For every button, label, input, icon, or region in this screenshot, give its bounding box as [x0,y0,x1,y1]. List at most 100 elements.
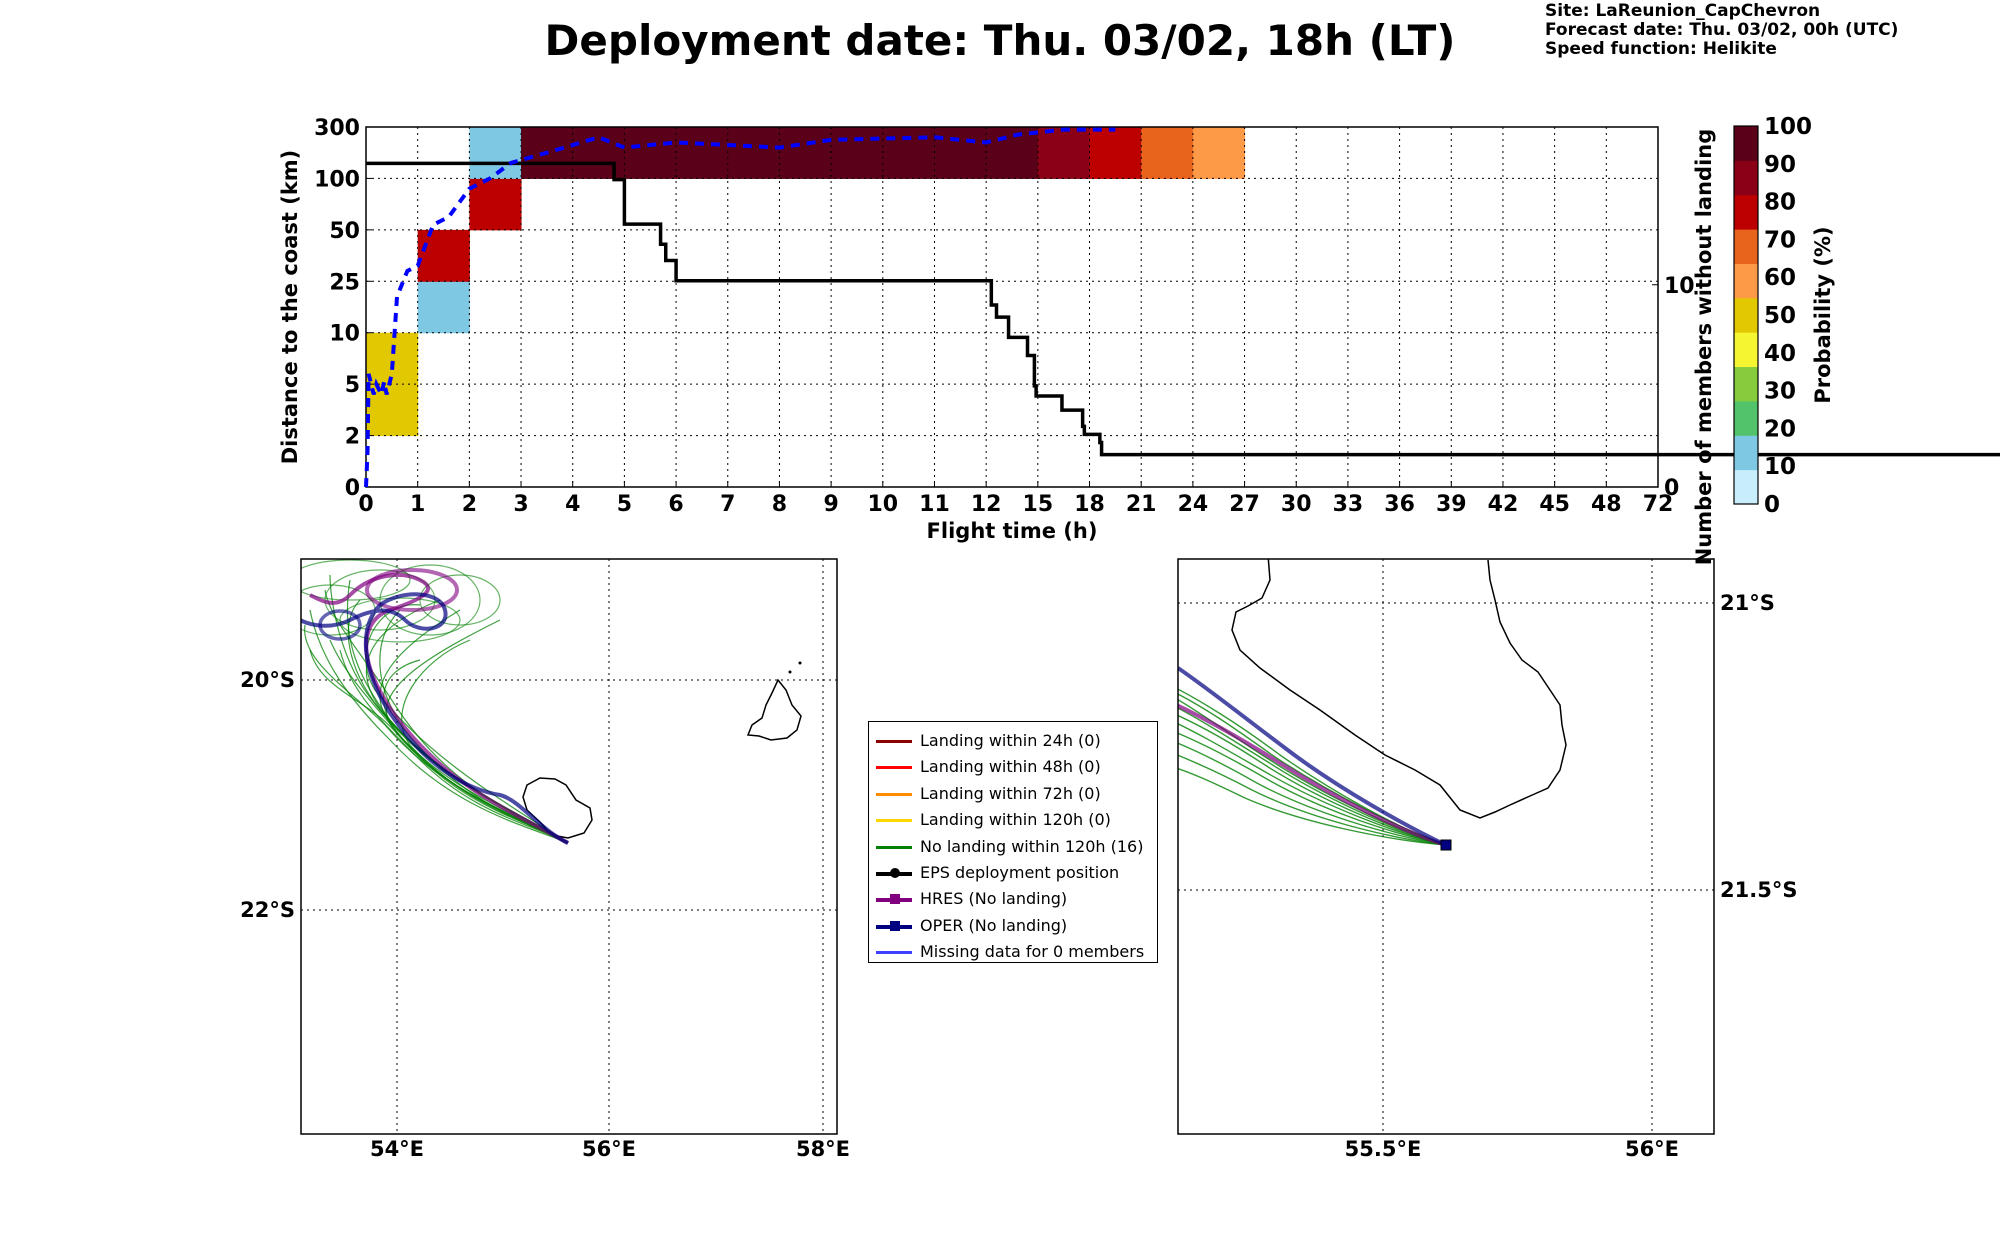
colorbar-segment [1734,126,1758,161]
legend-item: Missing data for 0 members [869,939,1157,965]
x-tick-label: 27 [1229,492,1260,517]
heatmap-cell [831,127,884,179]
x-tick-label: 42 [1488,492,1519,517]
x-tick-label: 72 [1643,492,1674,517]
green-loop [301,559,411,601]
legend-label: Landing within 24h (0) [920,731,1101,750]
right-map-y-label: 21°S [1720,591,1775,615]
legend-swatch [876,951,912,955]
colorbar-tick-label: 0 [1764,492,1780,518]
legend-swatch [876,740,912,743]
x-tick-label: 21 [1126,492,1157,517]
y-right-tick-label: 0 [1664,476,1679,501]
green-track [339,649,569,844]
x-tick-label: 33 [1333,492,1364,517]
heatmap-cell [1192,127,1246,179]
y-tick-label: 2 [345,425,360,450]
mauritius-island [746,678,802,741]
legend-label: Landing within 120h (0) [920,810,1111,830]
legend-label: Missing data for 0 members [920,942,1145,962]
green-track [1178,714,1447,846]
green-loop [379,564,481,636]
legend-marker [890,920,900,931]
x-tick-label: 48 [1591,492,1622,517]
reunion-coast [1231,559,1567,819]
heatmap-cell [882,127,935,179]
colorbar-tick-label: 40 [1764,341,1796,367]
legend-marker [890,867,900,878]
colorbar-tick-label: 100 [1764,114,1812,140]
right-map-frame [1177,558,1715,1135]
legend-item: No landing within 120h (16) [869,834,1157,860]
colorbar-tick-label: 10 [1764,454,1796,480]
colorbar-tick-label: 70 [1764,227,1796,253]
oper-track [1178,666,1447,847]
y-axis-label: Distance to the coast (km) [278,150,302,465]
legend-marker [890,894,900,905]
x-tick-label: 9 [823,492,838,517]
green-track [1178,723,1447,846]
heatmap-cell [1141,127,1194,179]
y-tick-label: 25 [329,270,360,295]
green-loop [419,574,501,626]
x-tick-label: 0 [358,492,373,517]
x-tick-label: 36 [1384,492,1415,517]
heatmap-cell [417,229,470,282]
legend-item: Landing within 48h (0) [869,754,1157,780]
x-tick-label: 12 [971,492,1002,517]
colorbar-tick-label: 30 [1764,379,1796,405]
legend-label: Landing within 48h (0) [920,757,1101,777]
speed-function: Speed function: Helikite [1545,39,1777,59]
heatmap-cell [986,127,1039,179]
heatmap-cell [934,127,987,179]
x-tick-label: 1 [410,492,425,517]
right-map-x-label: 55.5°E [1345,1137,1422,1161]
heatmap-cell [366,332,419,385]
green-track [1178,767,1447,846]
legend-label: HRES (No landing) [920,889,1068,909]
oper-track [301,592,569,845]
colorbar-tick-label: 60 [1764,265,1796,291]
x-tick-label: 11 [919,492,950,517]
legend-swatch [876,819,912,823]
colorbar-segment [1734,469,1758,505]
deployment-marker [1440,839,1452,851]
colorbar-segment [1734,229,1758,264]
left-map-y-label: 20°S [240,668,295,692]
legend-item: HRES (No landing) [869,886,1157,912]
left-map-x-label: 56°E [582,1137,636,1161]
x-tick-label: 10 [867,492,898,517]
legend-item: OPER (No landing) [869,913,1157,939]
x-tick-label: 24 [1178,492,1209,517]
hres-loop [365,568,459,612]
y-tick-label: 5 [345,373,360,398]
legend-label: OPER (No landing) [920,915,1068,935]
green-track [1178,754,1447,846]
legend-swatch [876,766,912,770]
x-tick-label: 5 [617,492,632,517]
left-map-x-label: 58°E [796,1137,850,1161]
site-info: Site: LaReunion_CapChevron Forecast date… [1545,2,1898,59]
heatmap-cell [572,127,625,179]
colorbar-segment [1734,366,1758,402]
figure-title: Deployment date: Thu. 03/02, 18h (LT) [544,16,1456,65]
heatmap-cell [469,178,522,231]
green-track [1178,732,1447,846]
heatmap-cell [1089,127,1142,179]
green-track [309,609,569,844]
x-tick-label: 3 [513,492,528,517]
x-tick-label: 2 [462,492,477,517]
left-map-y-label: 22°S [240,898,295,922]
oper-loop [318,609,362,641]
members-step-line [366,161,2000,457]
x-tick-label: 18 [1074,492,1105,517]
right-map-x-label: 56°E [1625,1137,1679,1161]
colorbar-label: Probability (%) [1811,226,1835,403]
x-tick-label: 6 [668,492,683,517]
heatmap-cell [417,281,470,334]
islet [788,670,792,674]
map-legend: Landing within 24h (0) Landing within 48h… [868,721,1158,963]
colorbar-segment [1734,435,1758,471]
y-tick-label: 100 [314,167,360,192]
x-axis-label: Flight time (h) [927,519,1098,543]
